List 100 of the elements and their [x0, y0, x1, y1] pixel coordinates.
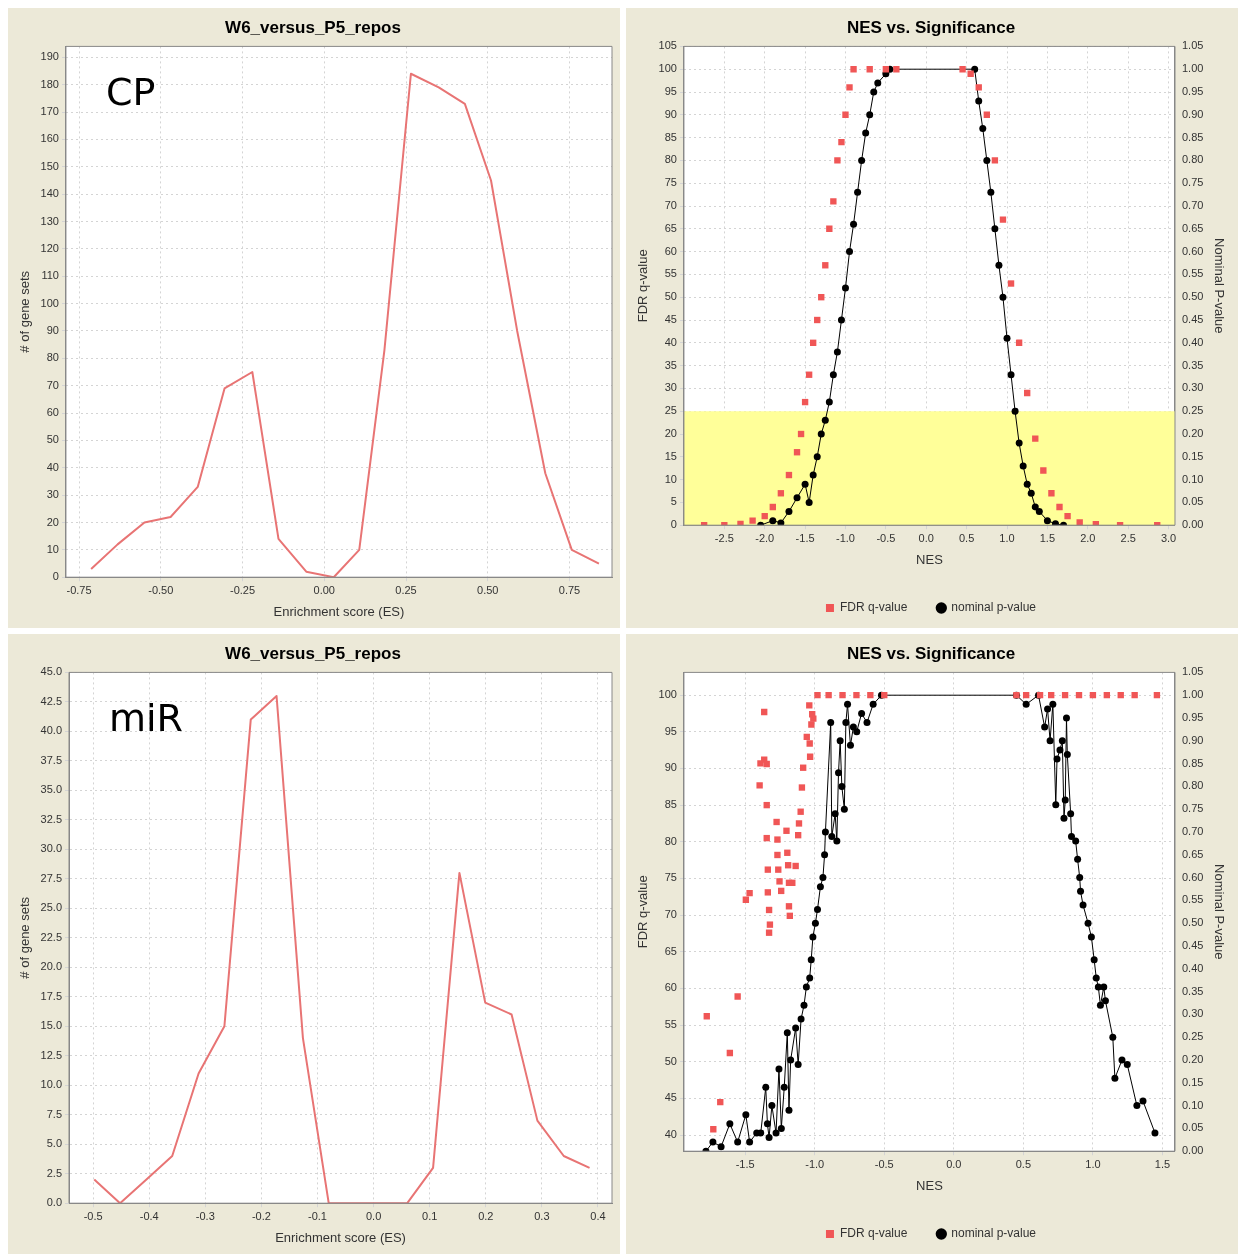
point — [866, 111, 874, 119]
point — [874, 79, 882, 87]
point — [1007, 371, 1015, 379]
chart-title: NES vs. Significance — [846, 17, 1016, 37]
y2-tick-label: 0.25 — [1181, 1030, 1204, 1043]
point — [749, 517, 756, 524]
x-tick-label: 0.3 — [534, 1209, 550, 1222]
point — [1003, 334, 1011, 342]
y-tick-label: 170 — [40, 105, 59, 118]
y-tick-label: 25 — [664, 404, 677, 417]
y-axis-title: FDR q-value — [635, 875, 651, 949]
point — [987, 188, 995, 196]
y2-tick-label: 0.50 — [1181, 290, 1204, 303]
x-tick-label: 1.0 — [999, 531, 1015, 544]
y-tick-label: 60 — [664, 244, 677, 257]
y2-tick-label: 0.00 — [1181, 1144, 1204, 1157]
y2-tick-label: 0.90 — [1181, 107, 1204, 120]
y-tick-label: 75 — [664, 176, 677, 189]
y2-tick-label: 0.30 — [1181, 381, 1204, 394]
y-tick-label: 10 — [46, 542, 59, 555]
y2-tick-label: 0.45 — [1181, 313, 1204, 326]
y-tick-label: 70 — [46, 378, 59, 391]
y-axis-title: # of gene sets — [17, 896, 33, 979]
y-tick-label: 20.0 — [40, 960, 63, 973]
y-tick-label: 30.0 — [40, 842, 63, 855]
x-tick-label: 0.00 — [313, 583, 335, 596]
y-tick-label: 40.0 — [40, 724, 63, 737]
point — [858, 156, 866, 164]
x-tick-label: -0.5 — [876, 531, 896, 544]
y-tick-label: 5.0 — [46, 1137, 63, 1150]
y-tick-label: 90 — [664, 107, 677, 120]
point — [737, 520, 744, 526]
y-tick-label: 120 — [40, 241, 59, 254]
y-tick-label: 35 — [664, 358, 677, 371]
point — [971, 65, 979, 73]
y-axis-title: FDR q-value — [635, 249, 651, 323]
y2-tick-label: 0.75 — [1181, 176, 1204, 189]
y2-tick-label: 0.80 — [1181, 153, 1204, 166]
point — [829, 371, 837, 379]
point — [1040, 467, 1047, 474]
x-tick-label: -0.2 — [251, 1209, 271, 1222]
point — [805, 498, 813, 506]
y2-tick-label: 0.85 — [1181, 130, 1204, 143]
y-tick-label: 27.5 — [40, 871, 63, 884]
y2-tick-label: 0.65 — [1181, 221, 1204, 234]
y-tick-label: 50 — [46, 433, 59, 446]
x-tick-label: 0.5 — [958, 531, 975, 544]
y2-tick-label: 0.35 — [1181, 358, 1204, 371]
x-tick-label: 1.5 — [1154, 1157, 1171, 1170]
y-tick-label: 37.5 — [40, 753, 63, 766]
point — [1056, 503, 1063, 511]
y2-tick-label: 1.00 — [1181, 688, 1204, 701]
x-tick-label: 2.5 — [1120, 531, 1136, 544]
y-tick-label: 25.0 — [40, 901, 63, 914]
y-tick-label: 80 — [664, 834, 677, 847]
point — [837, 316, 845, 324]
point — [793, 494, 801, 502]
point — [846, 84, 853, 91]
x-tick-label: -0.1 — [308, 1209, 327, 1222]
y2-tick-label: 1.00 — [1181, 62, 1204, 75]
y-tick-label: 60 — [46, 406, 59, 419]
y2-tick-label: 0.40 — [1181, 335, 1204, 348]
y-tick-label: 100 — [40, 296, 59, 309]
y-tick-label: 100 — [658, 688, 677, 701]
y2-tick-label: 0.95 — [1181, 85, 1204, 98]
y-tick-label: 5 — [670, 495, 677, 508]
point — [813, 453, 821, 461]
legend-label: nominal p-value — [951, 600, 1037, 615]
y-tick-label: 20 — [46, 515, 59, 528]
y-tick-label: 80 — [46, 351, 59, 364]
x-tick-label: -0.5 — [83, 1209, 103, 1222]
point — [838, 138, 845, 146]
point — [893, 66, 900, 73]
point — [862, 129, 870, 137]
y-tick-label: 55 — [664, 267, 677, 280]
y-tick-label: 150 — [40, 159, 59, 172]
point — [1043, 517, 1051, 525]
y-tick-label: 40 — [664, 1128, 677, 1141]
y-tick-label: 65 — [664, 944, 677, 957]
y2-tick-label: 0.35 — [1181, 984, 1204, 997]
y2-tick-label: 0.25 — [1181, 404, 1204, 417]
point — [854, 188, 862, 196]
y-tick-label: 60 — [664, 981, 677, 994]
y-tick-label: 105 — [658, 39, 677, 52]
point — [777, 519, 785, 526]
y-tick-label: 50 — [664, 290, 677, 303]
x-tick-label: 0.1 — [422, 1209, 438, 1222]
y-tick-label: 75 — [664, 871, 677, 884]
y-tick-label: 180 — [40, 77, 59, 90]
y-tick-label: 35.0 — [40, 783, 63, 796]
x-tick-label: -1.5 — [735, 1157, 755, 1170]
y-tick-label: 2.5 — [46, 1166, 63, 1179]
y-tick-label: 22.5 — [40, 930, 63, 943]
y2-tick-label: 0.55 — [1181, 267, 1204, 280]
point — [821, 416, 829, 424]
point — [842, 111, 849, 118]
point — [1007, 280, 1015, 287]
y2-tick-label: 0.10 — [1181, 1098, 1204, 1111]
legend-label: nominal p-value — [951, 1226, 1037, 1241]
x-axis-title: NES — [916, 1177, 944, 1193]
